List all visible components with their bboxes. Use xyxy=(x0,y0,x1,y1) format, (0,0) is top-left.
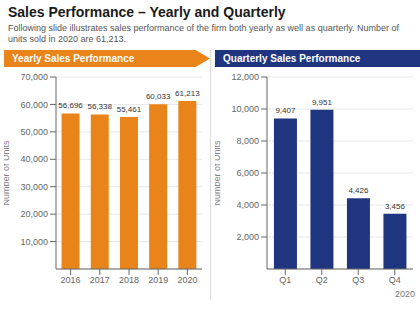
svg-text:Number of Units: Number of Units xyxy=(215,140,222,206)
html-text:2020: 2020 xyxy=(395,289,415,299)
svg-text:50,000: 50,000 xyxy=(20,127,48,137)
svg-text:30,000: 30,000 xyxy=(20,182,48,192)
svg-text:9,407: 9,407 xyxy=(275,106,296,115)
html-text:Sales Performance – Yearly and: Sales Performance – Yearly and Quarterly xyxy=(8,4,286,20)
svg-text:2018: 2018 xyxy=(119,275,139,285)
svg-text:Q3: Q3 xyxy=(352,275,364,285)
svg-text:10,000: 10,000 xyxy=(20,237,48,247)
svg-text:61,213: 61,213 xyxy=(175,89,200,98)
svg-text:70,000: 70,000 xyxy=(20,72,48,82)
svg-text:60,033: 60,033 xyxy=(146,92,171,101)
svg-text:8,000: 8,000 xyxy=(236,136,259,146)
html-text:Quarterly Sales Performance: Quarterly Sales Performance xyxy=(223,53,361,64)
svg-text:10,000: 10,000 xyxy=(231,104,259,114)
svg-text:Number of Units: Number of Units xyxy=(8,140,11,206)
html-text:Yearly Sales Performance: Yearly Sales Performance xyxy=(12,53,135,64)
svg-text:3,456: 3,456 xyxy=(385,202,406,211)
svg-text:Q1: Q1 xyxy=(279,275,291,285)
svg-text:2016: 2016 xyxy=(61,275,81,285)
svg-text:4,426: 4,426 xyxy=(348,186,369,195)
svg-text:Q4: Q4 xyxy=(389,275,401,285)
svg-text:2017: 2017 xyxy=(90,275,110,285)
svg-text:2019: 2019 xyxy=(148,275,168,285)
svg-text:55,461: 55,461 xyxy=(117,105,142,114)
svg-text:2,000: 2,000 xyxy=(236,232,259,242)
svg-text:12,000: 12,000 xyxy=(231,72,259,82)
svg-text:40,000: 40,000 xyxy=(20,154,48,164)
svg-text:20,000: 20,000 xyxy=(20,209,48,219)
svg-text:4,000: 4,000 xyxy=(236,200,259,210)
svg-text:Q2: Q2 xyxy=(316,275,328,285)
svg-text:9,951: 9,951 xyxy=(312,98,333,107)
svg-text:56,338: 56,338 xyxy=(88,102,113,111)
svg-text:2020: 2020 xyxy=(177,275,197,285)
svg-text:56,696: 56,696 xyxy=(58,101,83,110)
svg-text:6,000: 6,000 xyxy=(236,168,259,178)
html-text:Following slide illustrates sa: Following slide illustrates sales perfor… xyxy=(8,23,399,44)
svg-text:60,000: 60,000 xyxy=(20,100,48,110)
